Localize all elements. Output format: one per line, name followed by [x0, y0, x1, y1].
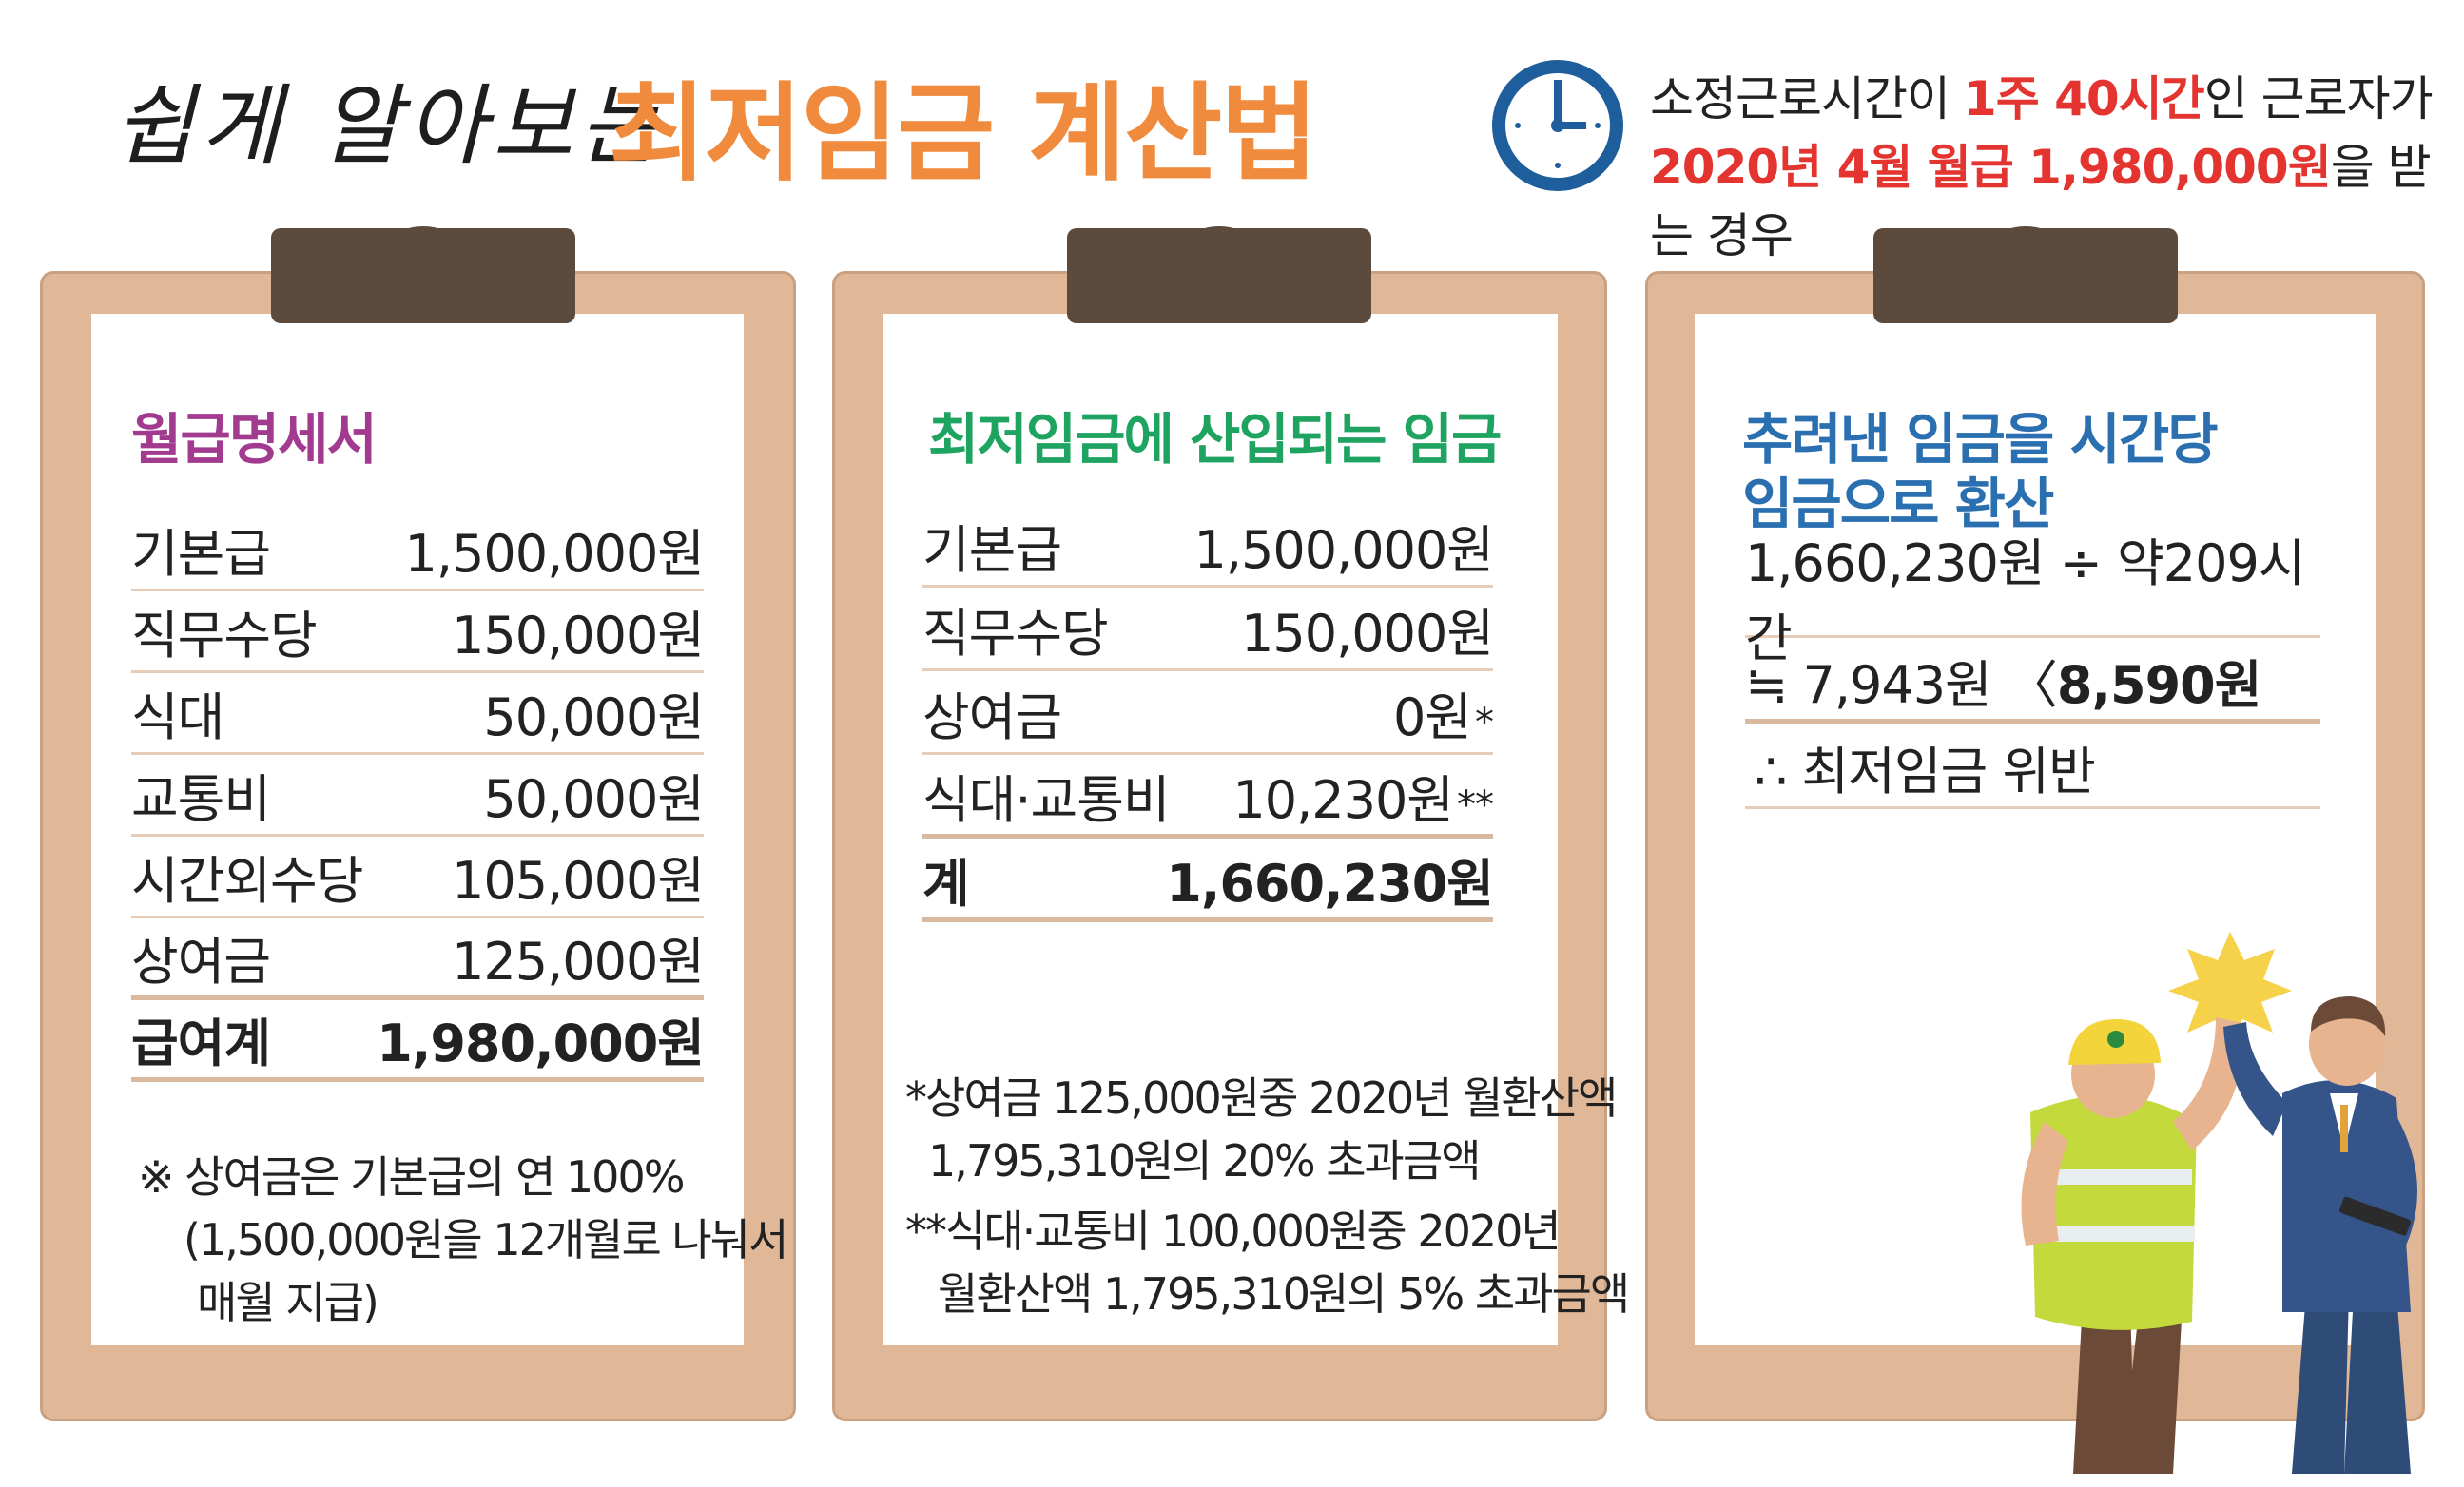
panel1-title: 월급명세서: [131, 407, 378, 472]
row-value: 0원 *: [1392, 675, 1494, 750]
row-label: 상여금: [131, 932, 271, 992]
panel2-row: 기본급 1,500,000원: [922, 506, 1494, 588]
row-label: 직무수당: [922, 604, 1109, 664]
paper-1: [91, 314, 744, 1345]
row-value: 50,000원: [483, 687, 705, 747]
panel2-total-row: 계 1,660,230원: [922, 840, 1494, 922]
panel2-note-1: *상여금 125,000원중 2020년 월환산액 1,795,310원의 20…: [905, 1067, 1618, 1192]
row-label: 교통비: [131, 769, 271, 829]
total-value: 1,980,000원: [377, 1014, 705, 1073]
calc-text: 1,660,230원 ÷ 약209시간: [1745, 532, 2306, 668]
row-value: 125,000원: [452, 932, 705, 992]
row-label: 식대·교통비: [922, 770, 1171, 830]
header-note-line1-highlight: 1주 40시간: [1963, 71, 2205, 126]
header-note-line1: 소정근로시간이 1주 40시간인 근로자가: [1650, 65, 2464, 133]
note-line: 매월 지급): [197, 1277, 379, 1328]
header-note-line1-b: 인 근로자가: [2203, 71, 2434, 126]
value-text: 0원: [1392, 687, 1472, 747]
panel1-row: 상여금 125,000원: [131, 918, 705, 1000]
panel1-row: 교통비 50,000원: [131, 755, 705, 837]
panel2-row: 직무수당 150,000원: [922, 589, 1494, 671]
panel2-note-2: **식대·교통비 100,000원중 2020년 월환산액 1,795,310원…: [905, 1200, 1630, 1325]
note-line: 월환산액 1,795,310원의 5% 초과금액: [938, 1268, 1630, 1320]
row-value: 10,230원 **: [1232, 758, 1494, 833]
note-line: 1,795,310원의 20% 초과금액: [928, 1135, 1482, 1187]
row-value: 1,500,000원: [1193, 520, 1494, 580]
note-line: *상여금 125,000원중 2020년 월환산액: [905, 1072, 1618, 1124]
panel1-row: 직무수당 150,000원: [131, 591, 705, 673]
panel2-row: 상여금 0원 *: [922, 673, 1494, 755]
panel3-title: 추려낸 임금을 시간당 임금으로 환산: [1742, 407, 2219, 536]
row-label: 식대: [131, 687, 224, 747]
minimum-wage-value: 8,590원: [2056, 655, 2261, 715]
panel1-row: 식대 50,000원: [131, 673, 705, 755]
row-label: 기본급: [131, 524, 271, 584]
row-value: 50,000원: [483, 769, 705, 829]
conclusion-text: ∴ 최저임금 위반: [1755, 742, 2096, 801]
high-five-workers-illustration: [2021, 932, 2417, 1474]
panel2-title: 최저임금에 산입되는 임금: [928, 407, 1502, 472]
total-value: 1,660,230원: [1166, 854, 1494, 914]
row-value: 105,000원: [452, 851, 705, 911]
panel3-line1: 1,660,230원 ÷ 약209시간: [1745, 533, 2320, 668]
note-line: (1,500,000원을 12개월로 나눠서: [184, 1214, 788, 1265]
header-subtitle: 쉽게 알아보는: [114, 75, 666, 177]
clock-icon: [1492, 60, 1623, 191]
row-label: 직무수당: [131, 606, 318, 666]
header-note-line2: 2020년 4월 월급 1,980,000원을 받는 경우: [1650, 133, 2464, 270]
panel2-row: 식대·교통비 10,230원 **: [922, 757, 1494, 839]
header-note-line2-b: 을 받는 경우: [1650, 140, 2432, 263]
footnote-mark: **: [1457, 783, 1494, 827]
row-label: 상여금: [922, 687, 1062, 747]
header-note-line2-highlight: 2020년 4월 월급 1,980,000원: [1650, 140, 2332, 195]
panel3-line3: ∴ 최저임금 위반: [1745, 727, 2320, 809]
paper-2: [883, 314, 1558, 1345]
value-text: 10,230원: [1232, 770, 1454, 830]
row-label: 기본급: [922, 520, 1062, 580]
total-label: 급여계: [131, 1014, 271, 1073]
panel1-note: ※ 상여금은 기본급의 연 100% (1,500,000원을 12개월로 나눠…: [138, 1146, 788, 1334]
panel1-row: 시간외수당 105,000원: [131, 837, 705, 918]
footnote-mark: *: [1475, 701, 1494, 744]
panel3-title-line2: 임금으로 환산: [1742, 472, 2054, 536]
row-label: 시간외수당: [131, 851, 363, 911]
panel3-line2: ≒ 7,943원 〈 8,590원: [1745, 642, 2320, 724]
note-line: ※ 상여금은 기본급의 연 100%: [138, 1151, 685, 1203]
note-line: **식대·교통비 100,000원중 2020년: [905, 1206, 1562, 1257]
header-note-line1-a: 소정근로시간이: [1650, 71, 1964, 126]
panel1-row: 기본급 1,500,000원: [131, 510, 705, 591]
total-label: 계: [922, 854, 970, 914]
page-title: 최저임금 계산법: [609, 72, 1318, 196]
header-note: 소정근로시간이 1주 40시간인 근로자가 2020년 4월 월급 1,980,…: [1650, 65, 2464, 270]
panel3-title-line1: 추려낸 임금을 시간당: [1742, 407, 2219, 472]
row-value: 150,000원: [1241, 604, 1494, 664]
row-value: 150,000원: [452, 606, 705, 666]
row-value: 1,500,000원: [404, 524, 705, 584]
panel1-total-row: 급여계 1,980,000원: [131, 1000, 705, 1082]
calc-text: ≒ 7,943원 〈: [1745, 655, 2058, 715]
